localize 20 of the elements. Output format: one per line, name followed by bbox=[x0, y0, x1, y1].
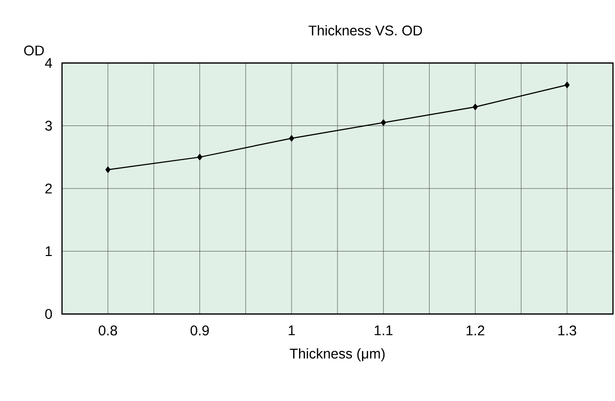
point bbox=[289, 135, 294, 142]
x-axis-title: Thickness (μm) bbox=[290, 348, 385, 362]
x-tick-label: 0.8 bbox=[98, 326, 118, 336]
y-tick-label: 4 bbox=[45, 58, 52, 68]
point bbox=[197, 154, 202, 160]
y-tick-label: 2 bbox=[45, 184, 52, 194]
point bbox=[472, 104, 478, 110]
y-axis-title: OD bbox=[24, 46, 44, 56]
x-tick-label: 1.2 bbox=[466, 326, 484, 336]
x-tick-label: 1.1 bbox=[374, 326, 392, 336]
x-tick-label: 0.9 bbox=[190, 326, 209, 336]
y-tick-label: 0 bbox=[45, 309, 52, 319]
y-tick-label: 3 bbox=[45, 120, 52, 131]
x-tick-label: 1 bbox=[288, 326, 295, 336]
point bbox=[105, 166, 110, 173]
chart-title: Thickness VS. OD bbox=[308, 25, 422, 36]
x-tick-label: 1.3 bbox=[558, 326, 576, 336]
point bbox=[380, 119, 386, 126]
point bbox=[564, 82, 570, 88]
y-tick-label: 1 bbox=[46, 246, 52, 256]
